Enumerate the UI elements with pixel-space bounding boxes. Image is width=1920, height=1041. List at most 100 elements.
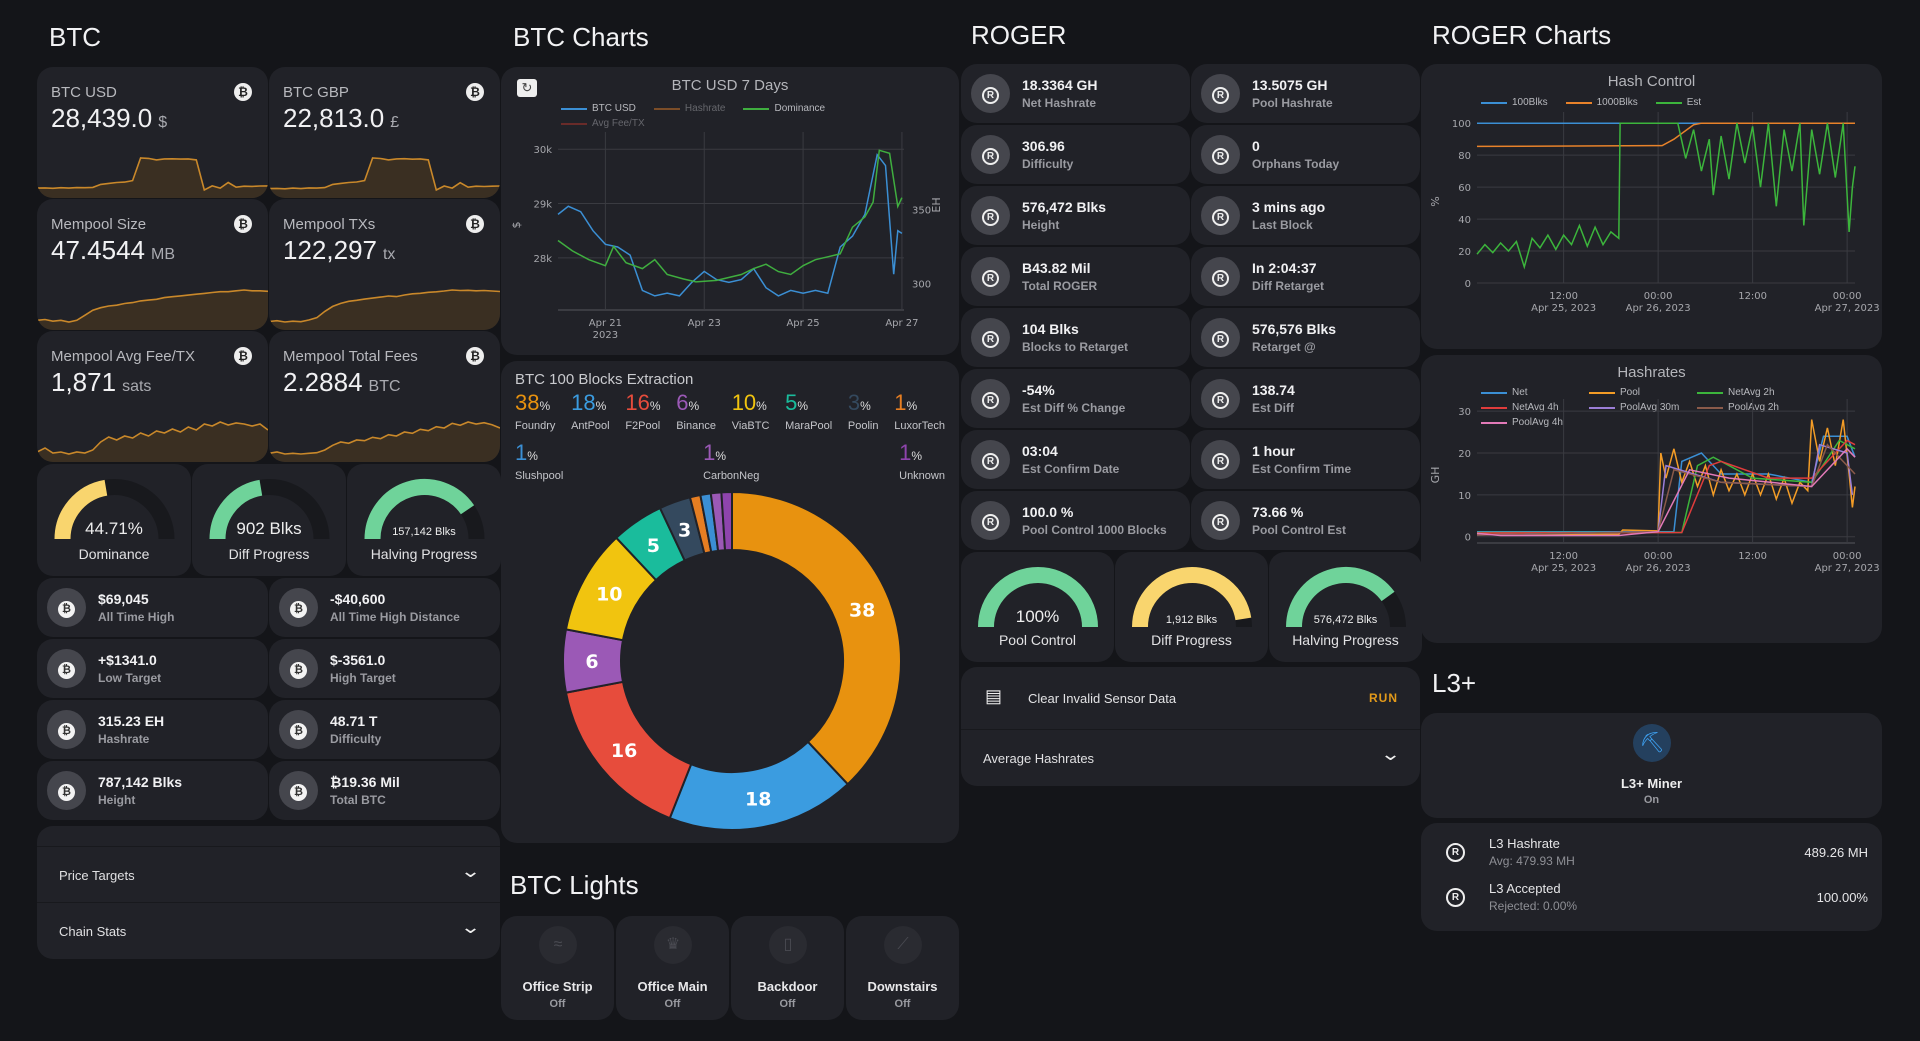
stat-all-time-high-distance[interactable]: ₿ -$40,600 All Time High Distance	[269, 578, 500, 637]
l3-miner-tile[interactable]: ⛏ L3+ Miner On	[1421, 713, 1882, 818]
series-line-pool	[1476, 419, 1856, 536]
sensor-card-mempool-total-fees[interactable]: Mempool Total Fees 2.2884 BTC ₿	[269, 331, 500, 462]
legend-item-hashrate[interactable]: Hashrate	[653, 103, 725, 114]
light-tile-downstairs[interactable]: ⟋ Downstairs Off	[846, 916, 959, 1020]
chart-legend: BTC USD Hashrate Dominance Avg Fee/TX	[561, 103, 881, 129]
stat-all-time-high[interactable]: ₿ $69,045 All Time High	[37, 578, 268, 637]
stat-value: +$1341.0	[98, 652, 157, 668]
legend-item-net[interactable]: Net	[1481, 387, 1589, 398]
stat-difficulty[interactable]: ₿ 48.71 T Difficulty	[269, 700, 500, 759]
stat-high-target[interactable]: ₿ $-3561.0 High Target	[269, 639, 500, 698]
stat-blocks-to-retarget[interactable]: R 104 Blks Blocks to Retarget	[961, 308, 1190, 367]
bitcoin-icon: ₿	[47, 649, 86, 688]
stat-difficulty[interactable]: R 306.96 Difficulty	[961, 125, 1190, 184]
legend-item-poolavg-2h[interactable]: PoolAvg 2h	[1697, 402, 1805, 413]
sensor-card-mempool-avg-fee-tx[interactable]: Mempool Avg Fee/TX 1,871 sats ₿	[37, 331, 268, 462]
stat-retarget-[interactable]: R 576,576 Blks Retarget @	[1191, 308, 1420, 367]
sensor-label: Mempool Size	[51, 216, 147, 233]
stat-value: 3 mins ago	[1252, 199, 1326, 215]
stat-diff-retarget[interactable]: R In 2:04:37 Diff Retarget	[1191, 247, 1420, 306]
series-line-netavg-2h	[1477, 439, 1856, 534]
percent-sign: %	[906, 399, 918, 413]
stat-total-roger[interactable]: R B43.82 Mil Total ROGER	[961, 247, 1190, 306]
gauge-label: Pool Control	[998, 632, 1077, 648]
legend-item-pool[interactable]: Pool	[1589, 387, 1697, 398]
y2-axis-title: EH	[930, 197, 943, 212]
stat-orphans-today[interactable]: R 0 Orphans Today	[1191, 125, 1420, 184]
reset-zoom-button[interactable]: ↻	[517, 79, 537, 97]
chain-stats-accordion[interactable]: Chain Stats ⌄	[37, 902, 500, 958]
sensor-card-btc-usd[interactable]: BTC USD 28,439.0 $ ₿	[37, 67, 268, 198]
series-line-1000blks	[1476, 122, 1855, 148]
series-line-poolavg-4h	[1476, 447, 1856, 537]
donut-slice-unknown[interactable]	[720, 490, 733, 552]
pool-legend-luxortech: 1% LuxorTech	[894, 391, 945, 433]
stat-est-diff-change[interactable]: R -54% Est Diff % Change	[961, 369, 1190, 428]
legend-item-netavg-4h[interactable]: NetAvg 4h	[1481, 402, 1589, 413]
light-tile-office-strip[interactable]: ≈ Office Strip Off	[501, 916, 614, 1020]
gauge-fill	[1286, 567, 1395, 628]
btc-100-blocks-extraction: BTC 100 Blocks Extraction 38% Foundry 18% A…	[501, 361, 959, 843]
l3-row-l3-accepted[interactable]: R L3 Accepted Rejected: 0.00% 100.00%	[1421, 878, 1882, 923]
stat-total-btc[interactable]: ₿ ₿19.36 Mil Total BTC	[269, 761, 500, 820]
roger-coin-icon: R	[1201, 318, 1240, 357]
chart-title: Hashrates	[1617, 364, 1686, 381]
stat-height[interactable]: ₿ 787,142 Blks Height	[37, 761, 268, 820]
sensor-card-btc-gbp[interactable]: BTC GBP 22,813.0 £ ₿	[269, 67, 500, 198]
x-tick-sublabel: Apr 26, 2023	[1626, 303, 1691, 314]
stat-height[interactable]: R 576,472 Blks Height	[961, 186, 1190, 245]
chart-legend: Net Pool NetAvg 2h NetAvg 4h PoolAvg 30m Pool…	[1481, 387, 1821, 428]
light-tile-backdoor[interactable]: ▯ Backdoor Off	[731, 916, 844, 1020]
icon-glyph: R	[982, 148, 999, 165]
stat-label: All Time High Distance	[330, 610, 460, 624]
row-sublabel: Avg: 479.93 MH	[1489, 854, 1575, 868]
stat-pool-control-1000-blocks[interactable]: R 100.0 % Pool Control 1000 Blocks	[961, 491, 1190, 550]
legend-item-btc-usd[interactable]: BTC USD	[561, 103, 636, 114]
row-label: L3 Accepted	[1489, 881, 1561, 896]
stat-est-diff[interactable]: R 138.74 Est Diff	[1191, 369, 1420, 428]
stat-est-confirm-date[interactable]: R 03:04 Est Confirm Date	[961, 430, 1190, 489]
percent-sign: %	[860, 399, 871, 413]
l3-row-l3-hashrate[interactable]: R L3 Hashrate Avg: 479.93 MH 489.26 MH	[1421, 833, 1882, 878]
legend-item-netavg-2h[interactable]: NetAvg 2h	[1697, 387, 1805, 398]
accordion-label: Chain Stats	[59, 924, 127, 939]
stat-last-block[interactable]: R 3 mins ago Last Block	[1191, 186, 1420, 245]
legend-item-1000blks[interactable]: 1000Blks	[1565, 97, 1638, 108]
price-targets-accordion[interactable]: Price Targets ⌄	[37, 846, 500, 902]
light-tile-office-main[interactable]: ♛ Office Main Off	[616, 916, 729, 1020]
bitcoin-icon: ₿	[47, 771, 86, 810]
pool-legend-viabtc: 10% ViaBTC	[732, 391, 770, 433]
stat-hashrate[interactable]: ₿ 315.23 EH Hashrate	[37, 700, 268, 759]
stat-value: B43.82 Mil	[1022, 260, 1091, 276]
legend-item-100blks[interactable]: 100Blks	[1481, 97, 1548, 108]
legend-item-poolavg-4h[interactable]: PoolAvg 4h	[1481, 417, 1589, 428]
average-hashrates-accordion[interactable]: Average Hashrates ⌄	[961, 729, 1420, 786]
stat-value: 315.23 EH	[98, 713, 165, 729]
stat-net-hashrate[interactable]: R 18.3364 GH Net Hashrate	[961, 64, 1190, 123]
stat-low-target[interactable]: ₿ +$1341.0 Low Target	[37, 639, 268, 698]
legend-item-poolavg-30m[interactable]: PoolAvg 30m	[1589, 402, 1697, 413]
donut-slice-label: 10	[596, 584, 622, 606]
legend-item-avg-fee-tx[interactable]: Avg Fee/TX	[561, 118, 645, 129]
run-button[interactable]: RUN	[1369, 691, 1398, 705]
donut-slice-foundry[interactable]	[731, 490, 902, 786]
donut-slice-antpool[interactable]	[668, 740, 850, 831]
row-value: 489.26 MH	[1804, 845, 1868, 860]
legend-item-est[interactable]: Est	[1655, 97, 1701, 108]
stat-est-confirm-time[interactable]: R 1 hour Est Confirm Time	[1191, 430, 1420, 489]
legend-item-dominance[interactable]: Dominance	[743, 103, 825, 114]
stat-pool-hashrate[interactable]: R 13.5075 GH Pool Hashrate	[1191, 64, 1420, 123]
legend-swatch	[561, 122, 587, 125]
bitcoin-icon: ₿	[47, 710, 86, 749]
sensor-card-mempool-txs[interactable]: Mempool TXs 122,297 tx ₿	[269, 199, 500, 330]
sensor-card-mempool-size[interactable]: Mempool Size 47.4544 MB ₿	[37, 199, 268, 330]
bitcoin-icon: ₿	[234, 347, 252, 365]
pool-legend-marapool: 5% MaraPool	[785, 391, 832, 433]
sparkline	[37, 421, 268, 462]
stat-pool-control-est[interactable]: R 73.66 % Pool Control Est	[1191, 491, 1420, 550]
roger-coin-icon: R	[971, 379, 1010, 418]
